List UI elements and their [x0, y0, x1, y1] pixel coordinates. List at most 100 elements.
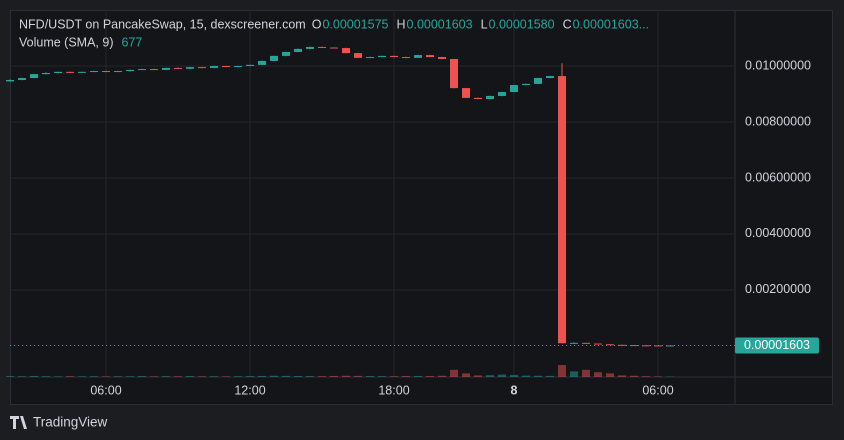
candle-body: [570, 342, 578, 344]
volume-bar: [234, 376, 242, 377]
candle-body: [450, 58, 458, 89]
candle-body: [126, 69, 134, 72]
candle-body: [558, 76, 566, 344]
candle-body: [522, 83, 530, 86]
volume-bar: [486, 375, 494, 377]
candle-body: [66, 71, 74, 73]
volume-bar: [630, 375, 638, 377]
candle-body: [318, 46, 326, 48]
candle-body: [594, 343, 602, 345]
volume-bar: [570, 371, 578, 377]
brand-logo: [10, 416, 27, 429]
volume-bar: [450, 369, 458, 377]
volume-bar: [330, 375, 338, 377]
candle-body: [354, 53, 362, 58]
volume-bar: [606, 373, 614, 377]
y-tick-label: 0.00400000: [745, 226, 811, 240]
volume-bar: [18, 376, 26, 377]
volume-bar: [162, 376, 170, 377]
volume-bar: [138, 376, 146, 377]
volume-bar: [78, 376, 86, 377]
chart-title: NFD/USDT on PancakeSwap, 15, dexscreener…: [19, 17, 306, 31]
candle-body: [582, 342, 590, 344]
candle-body: [270, 55, 278, 61]
volume-bar: [510, 375, 518, 377]
volume-bar: [618, 375, 626, 377]
y-tick-label: 0.00200000: [745, 282, 811, 296]
candle-body: [294, 48, 302, 52]
candle-body: [546, 76, 554, 79]
ohlc-label: H: [397, 17, 406, 31]
plot-background: [10, 10, 833, 405]
volume-bar: [438, 375, 446, 377]
x-tick-label: 8: [511, 383, 518, 397]
candle-body: [330, 47, 338, 49]
volume-bar: [306, 376, 314, 377]
ohlc-value: 0.00001580: [489, 17, 555, 31]
candle-body: [510, 85, 518, 93]
ohlc-label: C: [563, 17, 572, 31]
volume-bar: [6, 376, 14, 377]
volume-bar: [210, 376, 218, 377]
volume-bar: [354, 375, 362, 377]
x-tick-label: 06:00: [642, 383, 673, 397]
volume-bar: [366, 376, 374, 377]
candle-body: [438, 57, 446, 59]
volume-bar: [654, 376, 662, 377]
volume-title: Volume (SMA, 9): [19, 35, 113, 49]
volume-bar: [498, 374, 506, 377]
volume-bar: [294, 376, 302, 377]
candle-body: [258, 60, 266, 65]
candle-body: [342, 48, 350, 54]
candle-body: [6, 79, 14, 82]
candle-body: [90, 71, 98, 73]
candle-body: [222, 65, 230, 67]
brand: TradingView: [33, 415, 108, 430]
candle-body: [414, 55, 422, 58]
volume-bar: [150, 376, 158, 377]
volume-bar: [402, 376, 410, 377]
candle-body: [198, 67, 206, 69]
ohlc-label: L: [481, 17, 488, 31]
candle-body: [114, 71, 122, 73]
last-price-tag: [735, 337, 819, 354]
candle-body: [210, 65, 218, 68]
ohlc-value: 0.00001603: [407, 17, 473, 31]
volume-bar: [546, 375, 554, 377]
y-tick-label: 0.01000000: [745, 58, 811, 72]
volume-bar: [114, 376, 122, 377]
candle-body: [498, 92, 506, 96]
candle-body: [30, 74, 38, 79]
candle-body: [54, 71, 62, 73]
candle-body: [102, 71, 110, 73]
volume-bar: [270, 375, 278, 377]
volume-bar: [390, 376, 398, 377]
ohlc-label: O: [312, 17, 322, 31]
volume-bar: [126, 376, 134, 377]
candle-body: [534, 78, 542, 84]
candle-body: [42, 72, 50, 75]
volume-bar: [642, 376, 650, 377]
candle-body: [150, 69, 158, 71]
candle-body: [162, 67, 170, 70]
candle-body: [18, 78, 26, 80]
volume-bar: [90, 376, 98, 377]
volume-bar: [582, 369, 590, 377]
x-tick-label: 18:00: [378, 383, 409, 397]
volume-bar: [414, 375, 422, 377]
candle-body: [426, 55, 434, 58]
volume-sma: 677: [121, 35, 142, 49]
volume-bar: [534, 375, 542, 377]
volume-bar: [102, 376, 110, 377]
volume-bar: [246, 376, 254, 377]
x-tick-label: 06:00: [90, 383, 121, 397]
volume-bar: [558, 365, 566, 377]
volume-bar: [594, 372, 602, 377]
y-tick-label: 0.00800000: [745, 114, 811, 128]
volume-bar: [342, 375, 350, 377]
volume-bar: [378, 376, 386, 377]
candle-body: [378, 55, 386, 58]
candle-body: [306, 46, 314, 49]
volume-bar: [318, 376, 326, 377]
